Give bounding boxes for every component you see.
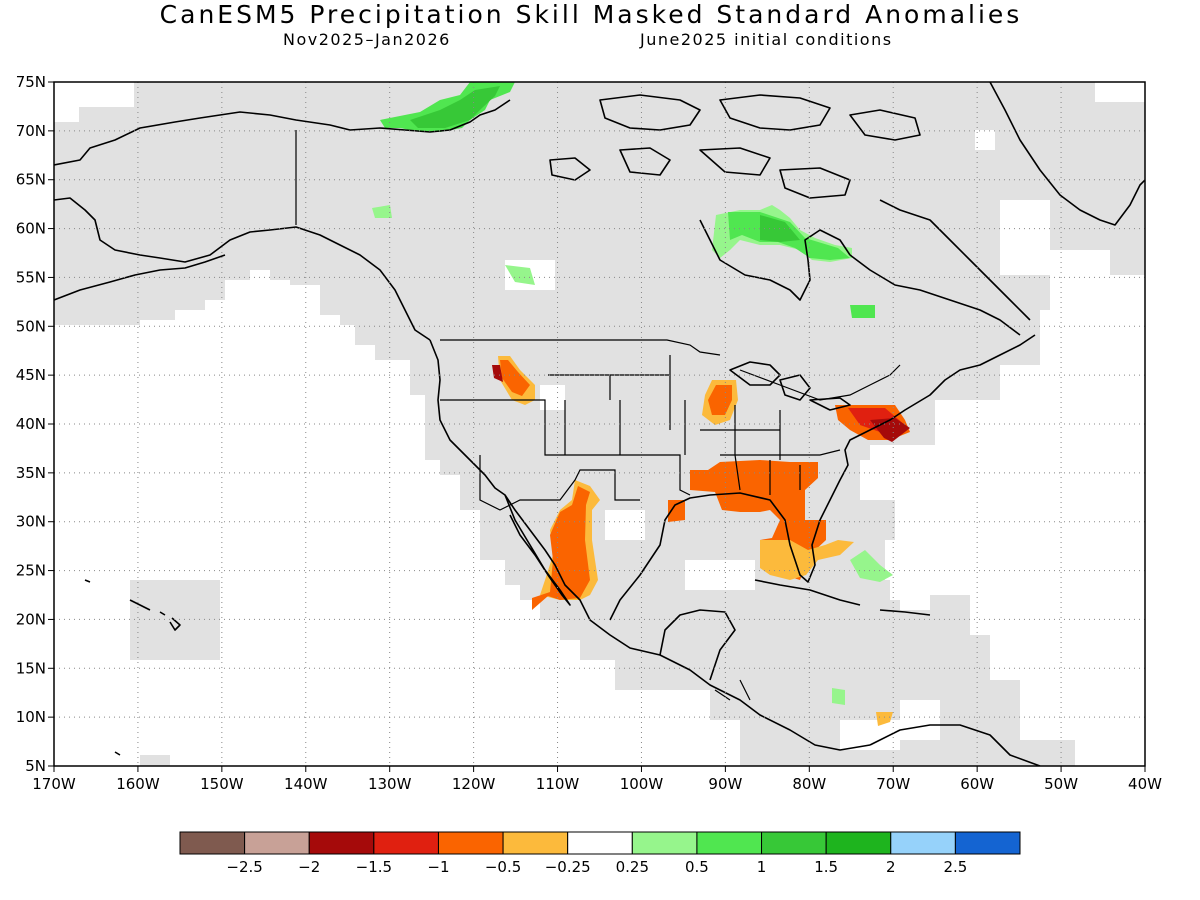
colorbar-swatch — [825, 831, 892, 855]
lon-tick-label: 120W — [452, 775, 496, 793]
lon-tick-label: 110W — [536, 775, 580, 793]
lon-tick-label: 60W — [960, 775, 994, 793]
lon-tick-label: 80W — [792, 775, 826, 793]
colorbar-label: −0.25 — [545, 858, 591, 876]
graticule — [54, 82, 1145, 766]
colorbar-label: 1 — [757, 858, 767, 876]
colorbar-swatch — [373, 831, 439, 855]
lat-tick-label: 60N — [16, 220, 46, 238]
lat-tick-label: 65N — [16, 171, 46, 189]
lat-tick-label: 20N — [16, 610, 46, 628]
map-title: CanESM5 Precipitation Skill Masked Stand… — [159, 0, 1023, 29]
lon-tick-label: 150W — [200, 775, 244, 793]
colorbar-swatch — [437, 831, 504, 855]
lat-tick-label: 15N — [16, 659, 46, 677]
lat-tick-label: 75N — [16, 73, 46, 91]
colorbar-swatch — [179, 831, 246, 855]
lon-tick-label: 170W — [32, 775, 76, 793]
colorbar-label: −2.5 — [226, 858, 262, 876]
forecast-period: Nov2025–Jan2026 — [283, 30, 451, 49]
latitude-axis: 5N 10N 15N 20N 25N 30N 35N 40N 45N 50N 55N 60N 65N 70… — [16, 73, 54, 775]
initial-conditions: June2025 initial conditions — [640, 30, 893, 49]
colorbar-label: 2.5 — [943, 858, 967, 876]
colorbar-swatch — [761, 831, 827, 855]
lat-tick-label: 70N — [16, 122, 46, 140]
colorbar-label: 0.5 — [685, 858, 709, 876]
lon-tick-label: 90W — [708, 775, 742, 793]
colorbar-swatch — [502, 831, 569, 855]
colorbar-label: 0.25 — [616, 858, 649, 876]
colorbar-swatch — [696, 831, 763, 855]
colorbar-label: −1.5 — [356, 858, 392, 876]
colorbar-label: −0.5 — [485, 858, 521, 876]
lat-tick-label: 55N — [16, 268, 46, 286]
lon-tick-label: 40W — [1128, 775, 1162, 793]
lat-tick-label: 35N — [16, 464, 46, 482]
colorbar-swatch — [890, 831, 956, 855]
anomaly-shading — [372, 82, 910, 726]
colorbar-label: −2 — [298, 858, 320, 876]
lon-tick-label: 140W — [284, 775, 328, 793]
lat-tick-label: 10N — [16, 708, 46, 726]
colorbar-label: −1 — [427, 858, 449, 876]
lat-tick-label: 5N — [25, 757, 46, 775]
lat-tick-label: 45N — [16, 366, 46, 384]
colorbar-swatch — [308, 831, 375, 855]
lat-tick-label: 30N — [16, 513, 46, 531]
lon-tick-label: 70W — [876, 775, 910, 793]
colorbar-swatch — [631, 831, 698, 855]
colorbar: −2.5 −2 −1.5 −1 −0.5 −0.25 0.25 0.5 1 1.5 2 2.5 — [179, 831, 1021, 876]
colorbar-label: 2 — [886, 858, 896, 876]
lon-tick-label: 130W — [368, 775, 412, 793]
lon-tick-label: 50W — [1044, 775, 1078, 793]
colorbar-swatch — [244, 831, 310, 855]
longitude-axis: 170W 160W 150W 140W 130W 120W 110W 100W 90W 80W 70… — [32, 766, 1162, 793]
lat-tick-label: 25N — [16, 562, 46, 580]
lon-tick-label: 100W — [620, 775, 664, 793]
lat-tick-label: 50N — [16, 317, 46, 335]
colorbar-label: 1.5 — [814, 858, 838, 876]
colorbar-swatch — [954, 831, 1021, 855]
political-boundaries — [295, 130, 901, 721]
lat-tick-label: 40N — [16, 415, 46, 433]
lon-tick-label: 160W — [116, 775, 160, 793]
colorbar-swatch — [567, 831, 633, 855]
